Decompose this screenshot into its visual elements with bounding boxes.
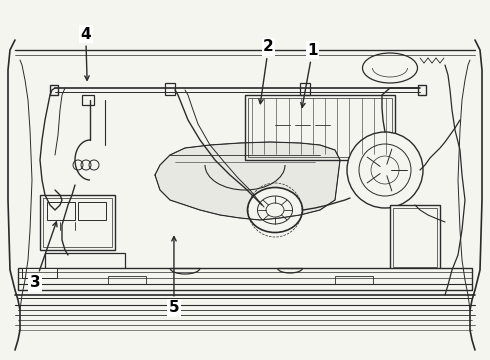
Bar xyxy=(40,195,115,250)
Bar xyxy=(22,268,57,278)
Ellipse shape xyxy=(247,188,302,233)
Bar xyxy=(47,202,75,220)
Bar xyxy=(78,202,106,220)
Bar xyxy=(390,205,440,270)
Bar xyxy=(245,95,395,160)
Bar xyxy=(393,208,437,267)
Bar xyxy=(18,268,472,290)
Bar xyxy=(418,85,426,95)
Text: 1: 1 xyxy=(301,43,318,107)
Bar xyxy=(43,198,112,247)
Text: 4: 4 xyxy=(80,27,91,80)
Circle shape xyxy=(347,132,423,208)
Bar xyxy=(50,85,58,95)
Polygon shape xyxy=(155,142,340,220)
Text: 2: 2 xyxy=(259,39,274,104)
Bar xyxy=(335,276,373,284)
Bar xyxy=(45,253,125,278)
Ellipse shape xyxy=(363,53,417,83)
Bar xyxy=(108,276,146,284)
Text: 3: 3 xyxy=(30,222,57,290)
Bar xyxy=(300,83,310,95)
Text: 5: 5 xyxy=(169,237,179,315)
Bar xyxy=(165,83,175,95)
Bar xyxy=(82,95,94,105)
Bar xyxy=(248,98,392,157)
